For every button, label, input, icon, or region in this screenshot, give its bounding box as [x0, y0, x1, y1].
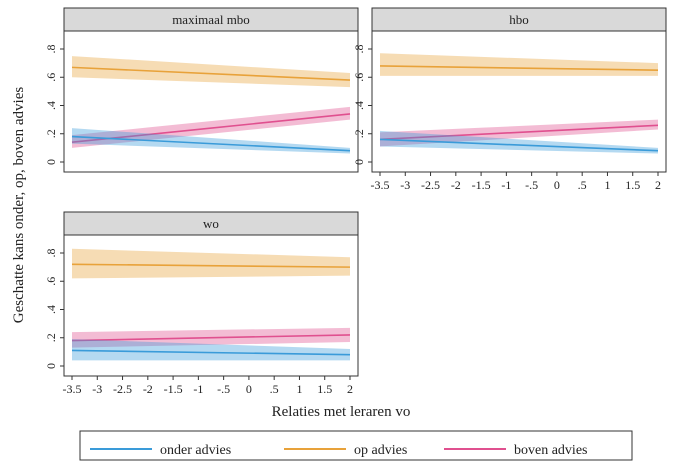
panel-0: maximaal mbo 0 .2 .4 .6 .8: [44, 7, 359, 173]
line-op: [379, 65, 659, 71]
y-tick-label: .4: [44, 101, 58, 110]
legend-label-boven: boven advies: [514, 443, 587, 458]
x-tick-label: -1: [193, 382, 203, 396]
x-tick-label: .5: [270, 382, 279, 396]
x-tick-label: .5: [578, 178, 587, 192]
panel-title: hbo: [509, 12, 529, 27]
x-tick-label: 2: [655, 178, 661, 192]
y-tick-label: .2: [44, 333, 58, 342]
y-tick-label: .6: [352, 73, 366, 82]
x-tick-label: -.5: [525, 178, 538, 192]
legend-label-op: op advies: [354, 443, 407, 458]
x-tick-label: -3.5: [371, 178, 390, 192]
band-onder: [72, 339, 350, 361]
x-tick-label: 1: [604, 178, 610, 192]
x-tick-label: -3: [400, 178, 410, 192]
line-onder: [71, 349, 351, 356]
x-tick-label: 1.5: [317, 382, 332, 396]
line-onder: [71, 135, 351, 152]
y-tick-label: 0: [44, 159, 58, 165]
y-tick-label: .2: [352, 129, 366, 138]
line-onder: [379, 138, 659, 152]
line-boven: [71, 334, 351, 342]
y-axis-title: Geschatte kans onder, op, boven advies: [11, 87, 27, 324]
y-tick-label: .6: [44, 277, 58, 286]
legend-label-onder: onder advies: [160, 443, 231, 458]
x-tick-label: 0: [554, 178, 560, 192]
panel-2: wo 0 .2 .4 .6 .8 -3.5 -3 -2.5 -2 -1.5 -1 -.5 0 .5 1 1.5 2: [44, 211, 359, 396]
y-tick-label: 0: [352, 159, 366, 165]
x-axis-title: Relaties met leraren vo: [272, 404, 411, 420]
panel-title: maximaal mbo: [172, 12, 250, 27]
x-tick-label: -3.5: [63, 382, 82, 396]
line-op: [71, 263, 351, 268]
y-tick-label: .2: [44, 129, 58, 138]
y-tick-label: .8: [352, 45, 366, 54]
x-tick-label: -2.5: [421, 178, 440, 192]
legend: onder advies op advies boven advies: [79, 430, 633, 461]
panel-1: hbo 0 .2 .4 .6 .8 -3.5 -3 -2.5 -2 -1.5 -1 -.5 0 .5 1 1.5…: [352, 7, 667, 192]
line-boven: [71, 113, 351, 144]
y-tick-label: .8: [44, 45, 58, 54]
x-tick-label: 1.5: [625, 178, 640, 192]
x-tick-label: -1: [501, 178, 511, 192]
x-tick-label: -2: [451, 178, 461, 192]
x-tick-label: -1.5: [472, 178, 491, 192]
x-tick-label: -3: [92, 382, 102, 396]
y-tick-label: 0: [44, 363, 58, 369]
y-tick-label: .4: [352, 101, 366, 110]
x-tick-label: 2: [347, 382, 353, 396]
x-tick-label: -.5: [217, 382, 230, 396]
panel-title: wo: [203, 216, 219, 231]
legend-box: [79, 430, 633, 461]
line-boven: [379, 124, 659, 141]
line-op: [71, 66, 351, 81]
band-op: [72, 56, 350, 88]
x-tick-label: -2: [143, 382, 153, 396]
y-tick-label: .6: [44, 73, 58, 82]
x-tick-label: -2.5: [113, 382, 132, 396]
x-tick-label: 1: [296, 382, 302, 396]
x-tick-label: 0: [246, 382, 252, 396]
band-op: [72, 248, 350, 279]
y-tick-label: .8: [44, 249, 58, 258]
x-tick-label: -1.5: [164, 382, 183, 396]
band-op: [380, 53, 658, 76]
y-tick-label: .4: [44, 305, 58, 314]
